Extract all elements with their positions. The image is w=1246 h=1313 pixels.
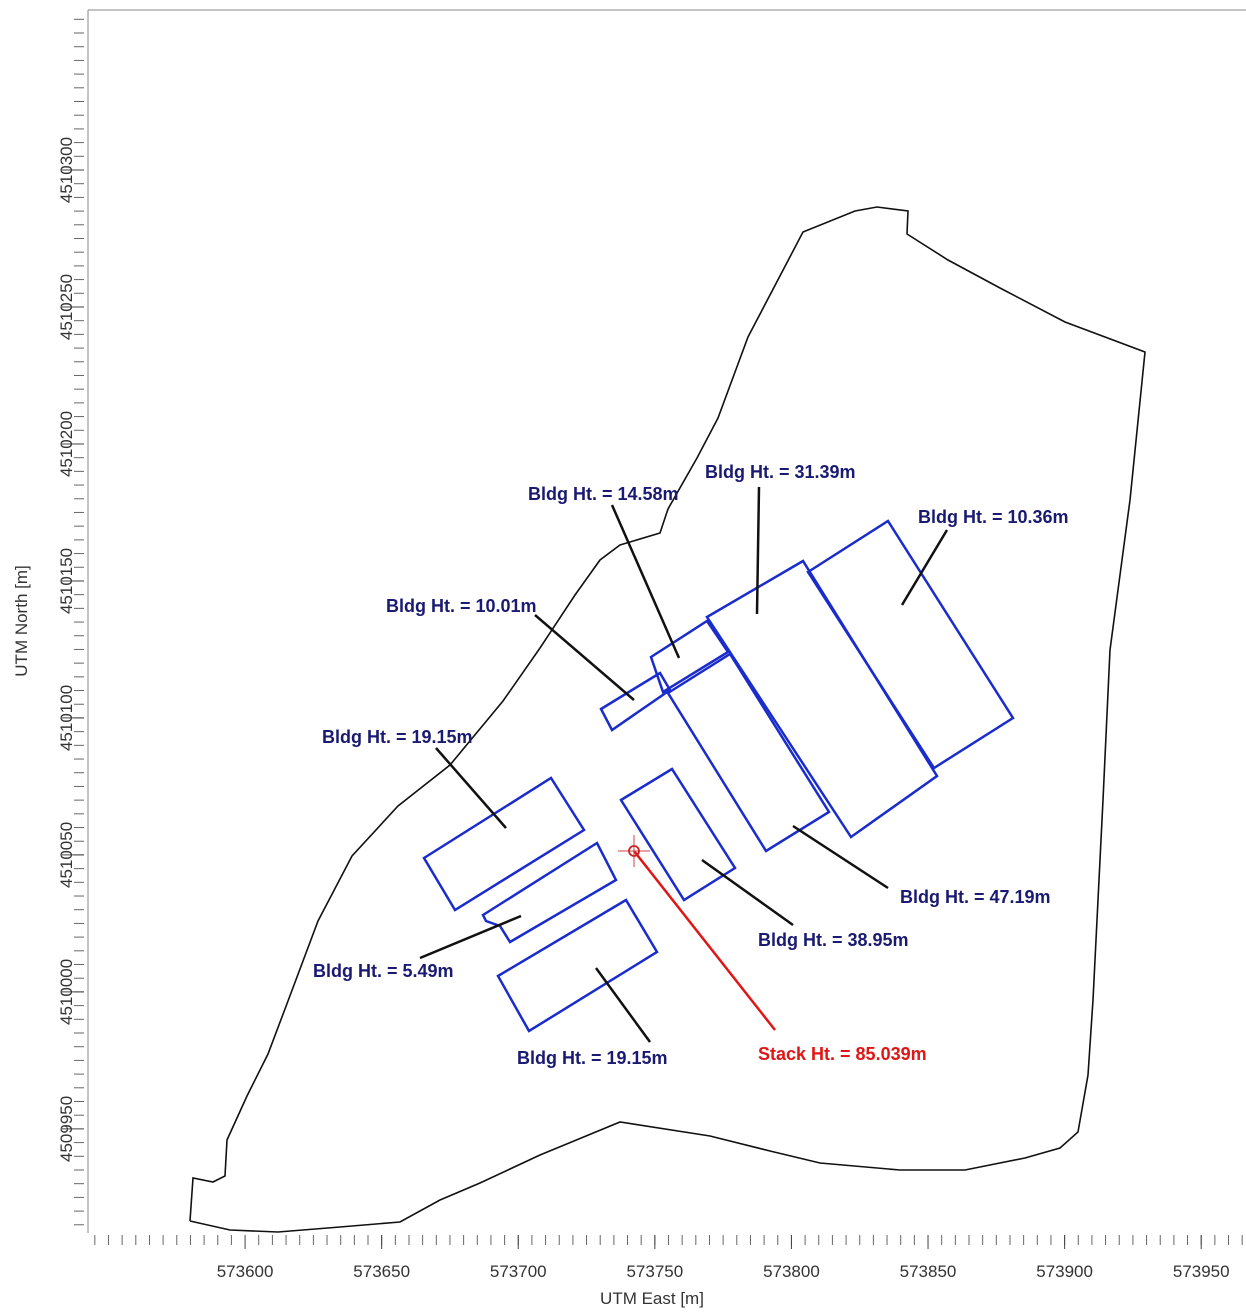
height-label: Bldg Ht. = 10.01m	[386, 596, 537, 616]
leaders	[419, 486, 949, 1043]
y-tick-label: 4510200	[57, 411, 76, 477]
stack-label: Stack Ht. = 85.039m	[758, 1044, 927, 1064]
x-tick-label: 573750	[626, 1262, 683, 1281]
x-tick-label: 573800	[763, 1262, 820, 1281]
building	[666, 652, 831, 853]
building	[649, 619, 730, 694]
leader-line	[701, 858, 794, 927]
leader-line	[419, 914, 522, 960]
height-label: Bldg Ht. = 10.36m	[918, 507, 1069, 527]
height-label: Bldg Ht. = 47.19m	[900, 887, 1051, 907]
height-label: Bldg Ht. = 5.49m	[313, 961, 454, 981]
x-tick-label: 573900	[1036, 1262, 1093, 1281]
building	[481, 841, 618, 944]
building	[619, 767, 737, 902]
y-axis-label: UTM North [m]	[12, 565, 31, 676]
y-tick-label: 4510250	[57, 274, 76, 340]
building	[496, 898, 659, 1033]
x-tick-label: 573850	[900, 1262, 957, 1281]
leader-line	[534, 614, 635, 701]
stack	[618, 835, 650, 867]
leader-line	[610, 504, 681, 659]
y-tick-label: 4509950	[57, 1096, 76, 1162]
height-label: Bldg Ht. = 31.39m	[705, 462, 856, 482]
stack-marker	[628, 845, 640, 857]
x-tick-label: 573950	[1173, 1262, 1230, 1281]
leader-line	[792, 824, 889, 890]
building	[422, 776, 586, 912]
x-axis-label: UTM East [m]	[600, 1289, 704, 1308]
building	[806, 519, 1015, 770]
y-tick-label: 4510000	[57, 959, 76, 1025]
leader-line	[755, 486, 761, 615]
y-tick-label: 4510300	[57, 137, 76, 203]
y-tick-label: 4510150	[57, 548, 76, 614]
buildings	[422, 519, 1015, 1033]
building	[599, 671, 672, 732]
site-boundary	[189, 206, 1146, 1233]
x-tick-label: 573700	[490, 1262, 547, 1281]
leader-line	[900, 529, 949, 606]
height-label: Bldg Ht. = 14.58m	[528, 484, 679, 504]
y-tick-label: 4510050	[57, 822, 76, 888]
leader-line	[435, 747, 507, 829]
leader-line	[594, 967, 652, 1043]
y-tick-label: 4510100	[57, 685, 76, 751]
x-tick-label: 573600	[217, 1262, 274, 1281]
stack-leader	[633, 850, 776, 1031]
height-label: Bldg Ht. = 19.15m	[322, 727, 473, 747]
height-label: Bldg Ht. = 19.15m	[517, 1048, 668, 1068]
x-tick-label: 573650	[353, 1262, 410, 1281]
height-label: Bldg Ht. = 38.95m	[758, 930, 909, 950]
building	[705, 559, 939, 839]
